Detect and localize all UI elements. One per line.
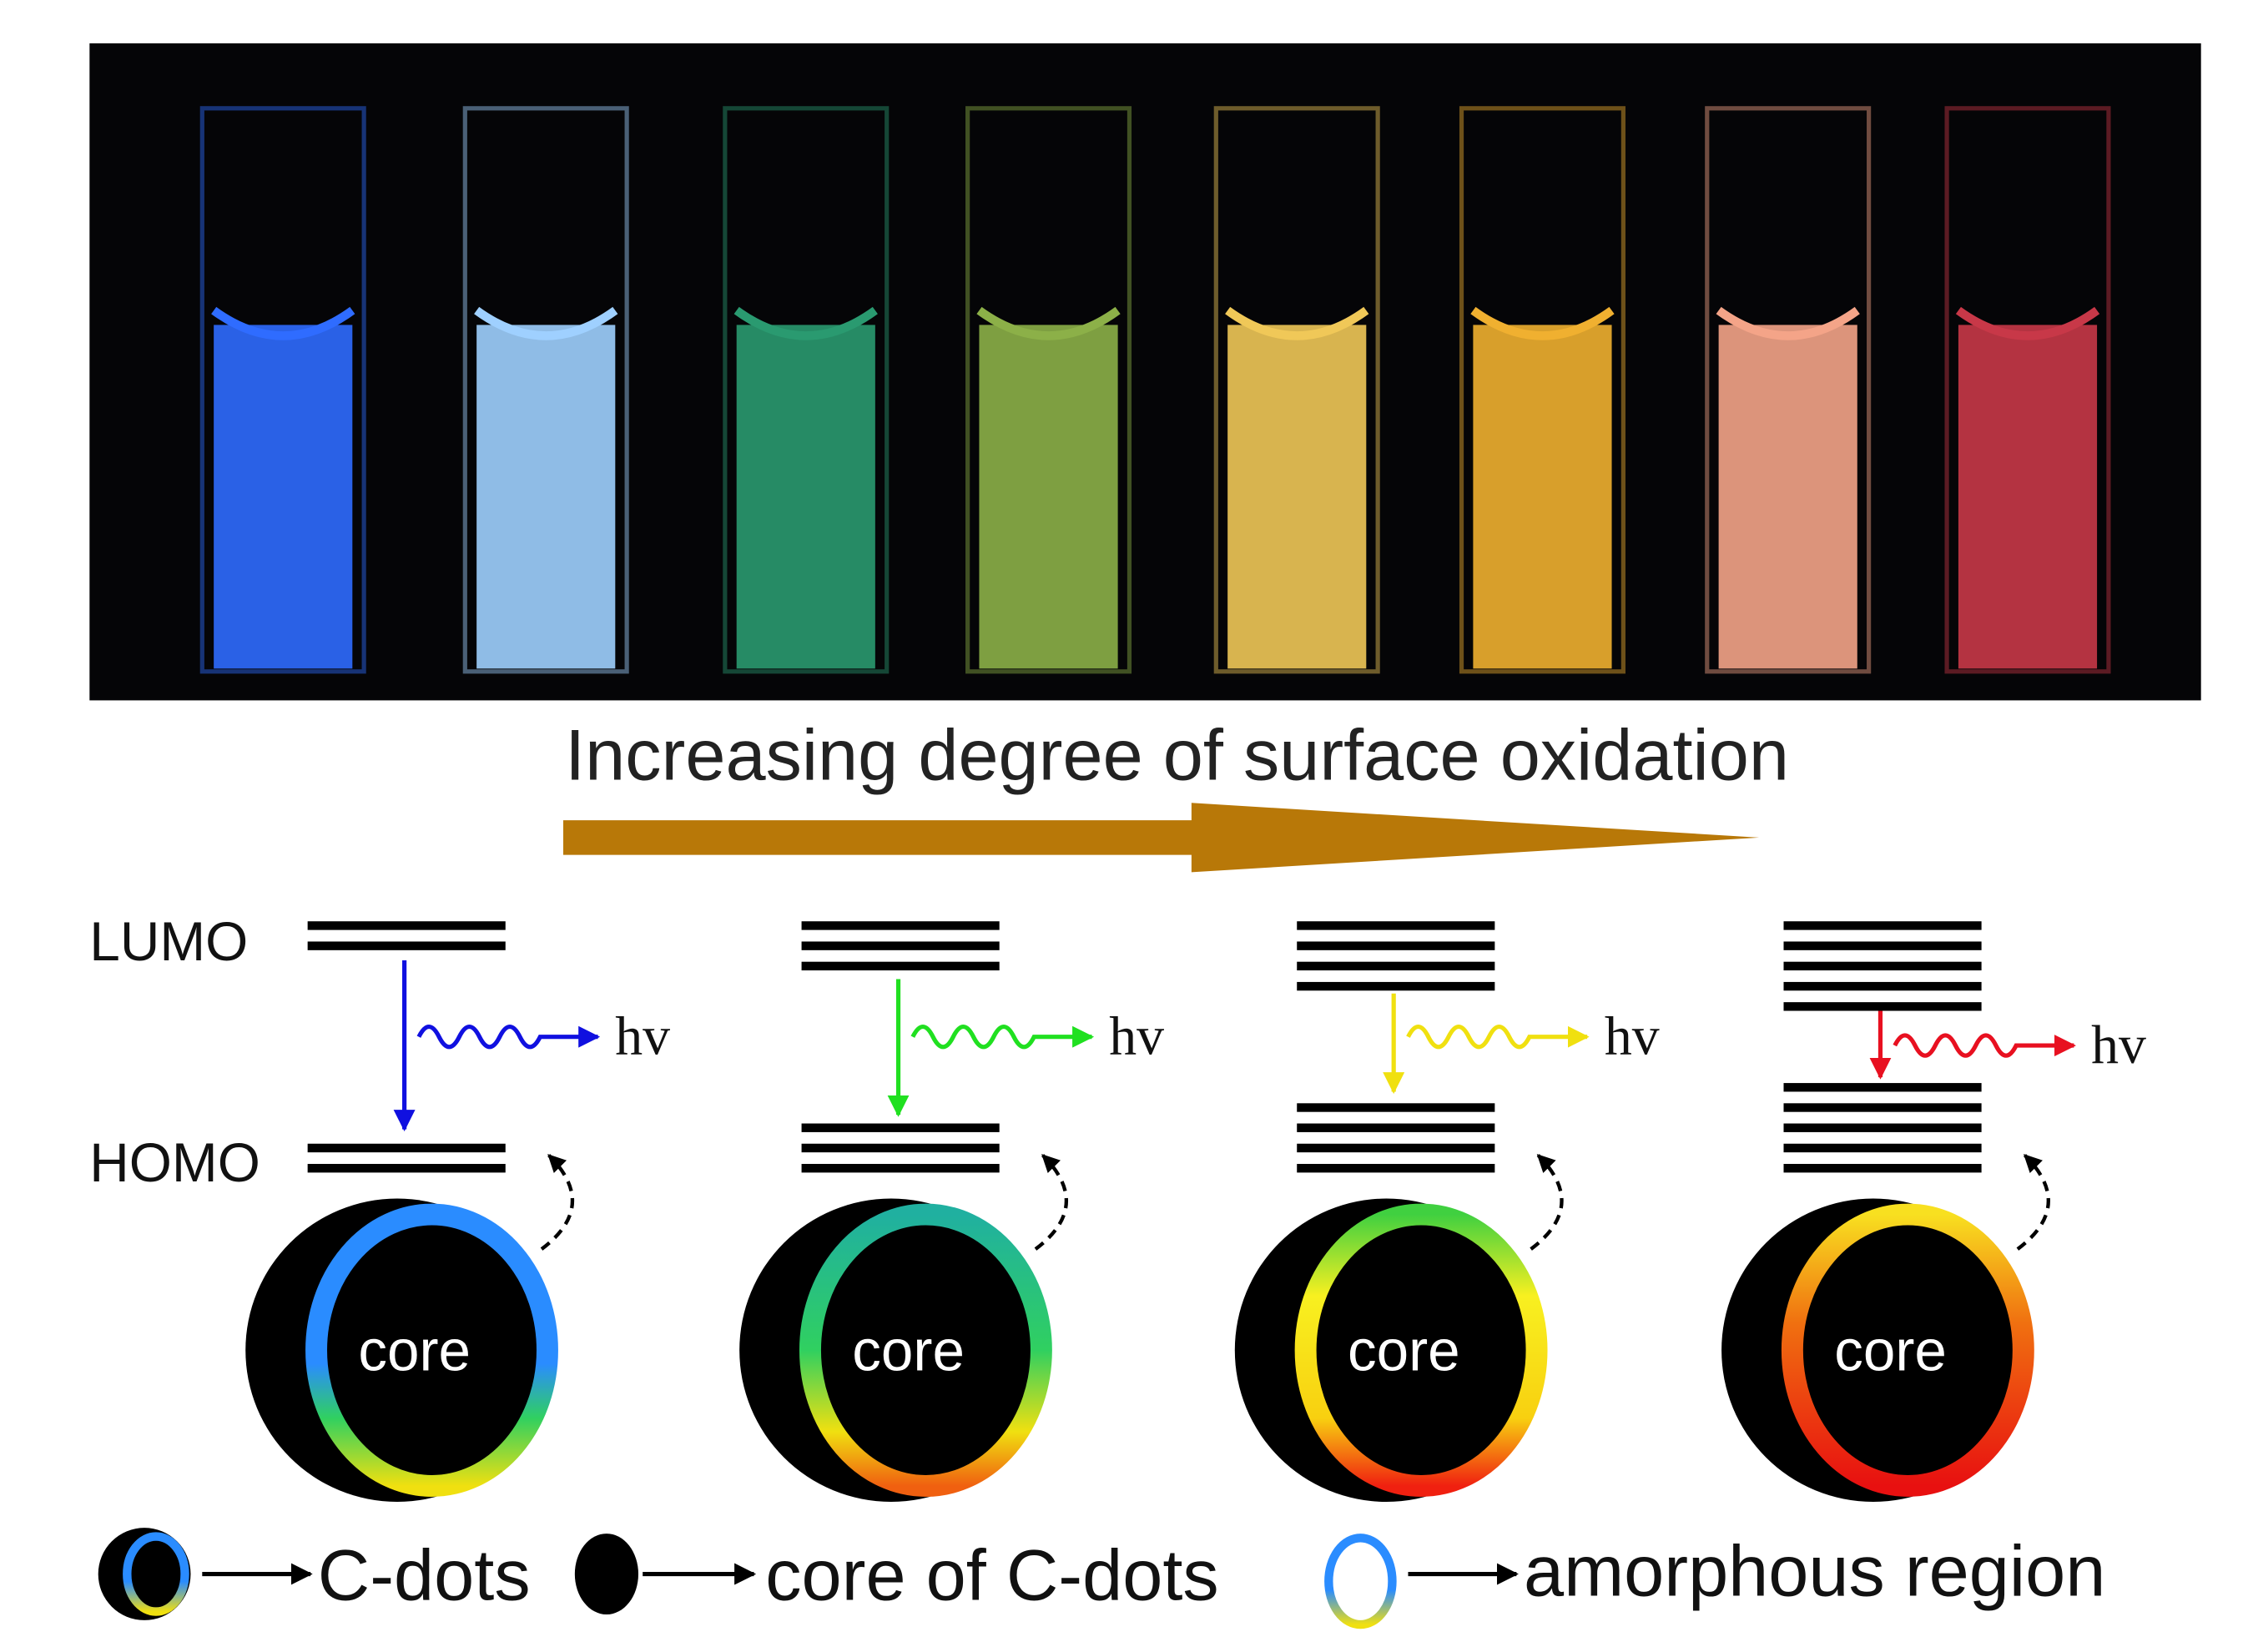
amorphous-ring xyxy=(1294,1203,1548,1497)
lumo-level xyxy=(307,921,506,930)
emission-label: hv xyxy=(2091,1015,2146,1075)
homo-level xyxy=(1297,1103,1495,1112)
homo-level xyxy=(1783,1123,1982,1132)
cuvette-liquid xyxy=(214,325,353,669)
cuvette-liquid xyxy=(476,325,616,669)
cuvette-liquid xyxy=(736,325,875,669)
cuvette-glass xyxy=(1459,106,1625,674)
cuvette-liquid xyxy=(979,325,1118,669)
amorphous-ring xyxy=(305,1203,558,1497)
cuvette-meniscus xyxy=(211,306,355,340)
lumo-level xyxy=(801,961,1000,971)
dashed-arrow xyxy=(1034,1154,1069,1251)
legend-dot xyxy=(98,1528,191,1620)
cuvette-meniscus xyxy=(474,306,618,340)
core-label: core xyxy=(358,1318,471,1383)
amorphous-ring xyxy=(799,1203,1052,1497)
lumo-level xyxy=(801,921,1000,930)
lumo-level xyxy=(1297,941,1495,950)
homo-level xyxy=(801,1143,1000,1153)
homo-level xyxy=(307,1164,506,1173)
homo-level xyxy=(1783,1083,1982,1092)
cuvette-meniscus xyxy=(1955,306,2100,340)
emission-label: hv xyxy=(615,1005,670,1066)
legend-core xyxy=(574,1534,638,1614)
homo-level xyxy=(801,1164,1000,1173)
homo-level xyxy=(1783,1103,1982,1112)
lumo-level xyxy=(1297,981,1495,991)
lumo-level xyxy=(1783,1002,1982,1011)
cuvette-glass xyxy=(1213,106,1380,674)
emission-label: hv xyxy=(1109,1005,1164,1066)
homo-level xyxy=(307,1143,506,1153)
core-label: core xyxy=(1348,1318,1460,1383)
cuvette-liquid xyxy=(1958,325,2098,669)
legend-label: core of C-dots xyxy=(765,1536,1218,1616)
legend-label: C-dots xyxy=(318,1536,531,1616)
dashed-arrow xyxy=(1530,1154,1564,1251)
cuvette-meniscus xyxy=(733,306,878,340)
homo-label: HOMO xyxy=(89,1131,260,1193)
cuvette-meniscus xyxy=(1716,306,1860,340)
lumo-level xyxy=(1783,981,1982,991)
emission-label: hv xyxy=(1605,1005,1660,1066)
homo-level xyxy=(1297,1164,1495,1173)
cuvette-meniscus xyxy=(976,306,1121,340)
lumo-level xyxy=(307,941,506,950)
homo-level xyxy=(1783,1164,1982,1173)
cuvette-glass xyxy=(199,106,366,674)
lumo-level xyxy=(1783,921,1982,930)
lumo-level xyxy=(1783,941,1982,950)
legend-label: amorphous region xyxy=(1524,1532,2105,1612)
cuvettes xyxy=(199,106,2111,674)
dashed-arrow xyxy=(540,1154,575,1251)
emission-wave xyxy=(416,1025,601,1050)
emission-wave xyxy=(1893,1033,2076,1058)
amorphous-ring xyxy=(1781,1203,2034,1497)
lumo-level xyxy=(801,941,1000,950)
cuvette-glass xyxy=(1705,106,1872,674)
photo xyxy=(89,43,2201,701)
cuvette-meniscus xyxy=(1225,306,1369,340)
legend-dot-ring xyxy=(123,1532,189,1616)
homo-level xyxy=(1297,1143,1495,1153)
oxidation-arrow xyxy=(563,803,1760,873)
homo-level xyxy=(1783,1143,1982,1153)
lumo-label: LUMO xyxy=(89,910,248,972)
core-label: core xyxy=(852,1318,965,1383)
panels: hv core hv core hv core hv core xyxy=(245,921,2146,1502)
lumo-level xyxy=(1297,961,1495,971)
homo-level xyxy=(801,1123,1000,1132)
cuvette-glass xyxy=(965,106,1132,674)
legend-ring xyxy=(1324,1534,1397,1629)
cuvette-glass xyxy=(462,106,629,674)
caption: Increasing degree of surface oxidation xyxy=(565,716,1789,796)
lumo-level xyxy=(1297,921,1495,930)
legend: C-dots core of C-dots amorphous region xyxy=(98,1528,2105,1629)
emission-wave xyxy=(1406,1025,1590,1050)
core-label: core xyxy=(1834,1318,1947,1383)
emission-wave xyxy=(910,1025,1095,1050)
homo-level xyxy=(1297,1123,1495,1132)
cuvette-liquid xyxy=(1473,325,1612,669)
cuvette-glass xyxy=(1944,106,2111,674)
cuvette-glass xyxy=(723,106,890,674)
lumo-level xyxy=(1783,961,1982,971)
dashed-arrow xyxy=(2016,1154,2050,1251)
cuvette-liquid xyxy=(1227,325,1367,669)
cuvette-liquid xyxy=(1718,325,1857,669)
cuvette-meniscus xyxy=(1470,306,1615,340)
